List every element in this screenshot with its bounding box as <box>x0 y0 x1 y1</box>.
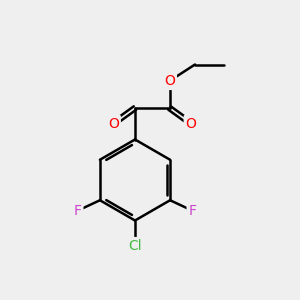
Text: F: F <box>74 204 81 218</box>
Text: O: O <box>108 117 119 130</box>
Text: O: O <box>186 117 196 130</box>
Text: Cl: Cl <box>128 239 142 253</box>
Text: F: F <box>189 204 196 218</box>
Text: O: O <box>164 74 175 88</box>
